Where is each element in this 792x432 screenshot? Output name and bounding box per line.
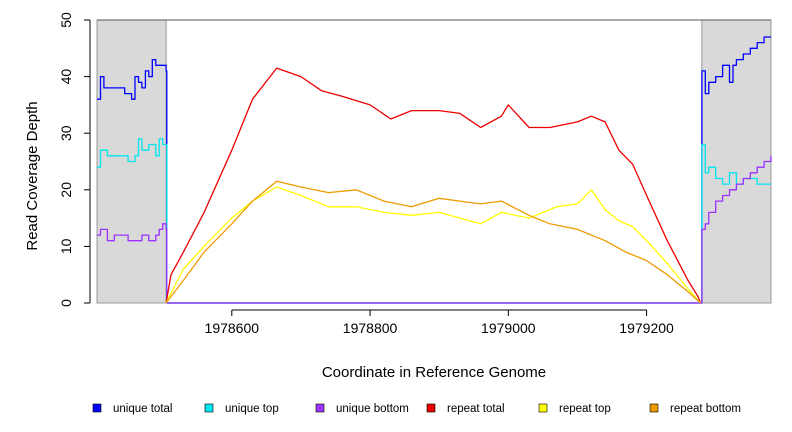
x-tick-label: 1979000 bbox=[481, 320, 536, 336]
legend-label-unique-top: unique top bbox=[225, 403, 279, 415]
legend-label-repeat-bottom: repeat bottom bbox=[670, 403, 741, 415]
series-unique-bottom bbox=[97, 155, 772, 304]
y-tick-label: 10 bbox=[58, 238, 74, 254]
legend-swatch-unique-top bbox=[204, 403, 214, 413]
series-unique-top bbox=[97, 138, 771, 304]
series-repeat-bottom bbox=[165, 180, 701, 304]
y-tick-label: 30 bbox=[58, 125, 74, 141]
legend-label-unique-total: unique total bbox=[113, 403, 172, 415]
legend-swatch-unique-total bbox=[92, 403, 102, 413]
x-tick-label: 1978800 bbox=[343, 320, 398, 336]
y-tick-label: 40 bbox=[58, 69, 74, 85]
x-tick-label: 1978600 bbox=[205, 320, 260, 336]
legend-swatch-unique-bottom bbox=[315, 403, 325, 413]
y-tick-label: 50 bbox=[58, 12, 74, 28]
legend-label-repeat-top: repeat top bbox=[559, 403, 611, 415]
y-axis-title: Read Coverage Depth bbox=[24, 101, 41, 250]
series-repeat-top bbox=[165, 186, 701, 304]
series-unique-total bbox=[97, 36, 771, 304]
legend-label-repeat-total: repeat total bbox=[447, 403, 505, 415]
legend-swatch-repeat-top bbox=[538, 403, 548, 413]
legend-swatch-repeat-bottom bbox=[649, 403, 659, 413]
y-tick-label: 0 bbox=[58, 299, 74, 307]
legend-swatch-repeat-total bbox=[426, 403, 436, 413]
x-axis-title: Coordinate in Reference Genome bbox=[322, 364, 546, 381]
y-tick-label: 20 bbox=[58, 182, 74, 198]
series-repeat-total bbox=[165, 67, 702, 304]
x-tick-label: 1979200 bbox=[619, 320, 674, 336]
shaded-region-right-flank bbox=[701, 19, 772, 304]
legend-label-unique-bottom: unique bottom bbox=[336, 403, 409, 415]
